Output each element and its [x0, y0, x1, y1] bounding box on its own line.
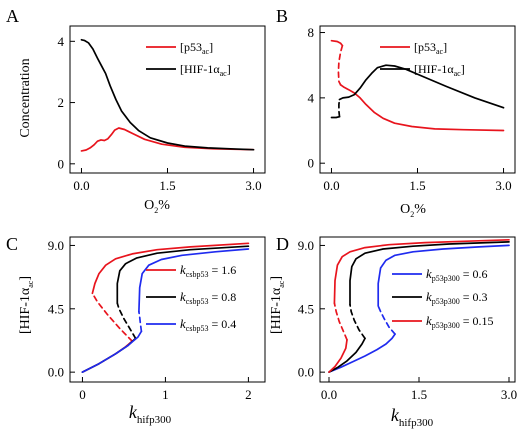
- series-1-solid-branch-2: [338, 64, 505, 109]
- panel-b-curves: [330, 39, 505, 132]
- panel-a: A 0.0 1.5 3.0 0 2 4 Concentration O2% [p53ac…: [6, 6, 266, 215]
- series-1-dashed-branch-1: [338, 98, 341, 118]
- series-0-solid-branch-2: [377, 244, 510, 307]
- panel-c-y-axis-label: [HIF-1αac]: [18, 276, 35, 334]
- legend-entry-csbp53-0.4: kcsbp53 = 0.4: [180, 316, 236, 333]
- x-tick-label: 1: [162, 387, 169, 402]
- series-2-dashed-branch-1: [138, 310, 143, 333]
- y-tick-label: 4: [58, 34, 65, 49]
- series-1-solid-branch-0: [80, 38, 255, 151]
- x-tick-label: 0: [79, 387, 86, 402]
- x-tick-label: 0.0: [323, 178, 339, 193]
- panel-b: B 0.0 1.5 3.0 0 4 8 O2% [p53ac] [HIF-1αac]: [276, 6, 516, 219]
- y-tick-label: 4.5: [48, 301, 64, 316]
- panel-b-label: B: [276, 6, 288, 26]
- y-tick-label: 4: [308, 90, 315, 105]
- panel-c-plot-frame: [69, 236, 266, 383]
- series-1-solid-branch-0: [81, 337, 137, 373]
- series-1-solid-branch-2: [116, 245, 250, 305]
- panel-a-y-ticks: 0 2 4: [58, 34, 75, 171]
- series-0-dashed-branch-1: [337, 44, 344, 86]
- legend-entry-hif: [HIF-1αac]: [180, 62, 231, 78]
- series-0-dashed-branch-1: [91, 292, 134, 343]
- legend-entry-p53p300-0.15: kp53p300 = 0.15: [426, 313, 494, 330]
- panel-a-y-axis-label: Concentration: [18, 58, 33, 137]
- y-tick-label: 0.0: [298, 365, 314, 380]
- x-tick-label: 1.5: [411, 387, 427, 402]
- series-0-solid-branch-0: [330, 39, 344, 47]
- legend-entry-p53: [p53ac]: [414, 40, 447, 56]
- series-0-dashed-branch-1: [377, 305, 396, 335]
- panel-c-label: C: [6, 234, 18, 254]
- series-2-solid-branch-0: [328, 338, 348, 373]
- y-tick-label: 4.5: [298, 301, 314, 316]
- panel-d-x-axis-label: khifp300: [391, 405, 434, 429]
- legend-entry-p53: [p53ac]: [180, 40, 213, 56]
- series-1-solid-branch-0: [330, 115, 341, 119]
- panel-b-y-ticks: 0 4 8: [308, 25, 325, 171]
- panel-a-label: A: [6, 6, 19, 26]
- panel-c-legend: kcsbp53 = 1.6 kcsbp53 = 0.8 kcsbp53 = 0.…: [146, 262, 236, 333]
- panel-d-label: D: [276, 234, 289, 254]
- x-tick-label: 2: [245, 387, 252, 402]
- x-tick-label: 0.0: [321, 387, 337, 402]
- y-tick-label: 9.0: [298, 238, 314, 253]
- series-1-solid-branch-0: [328, 337, 366, 373]
- x-tick-label: 1.5: [409, 178, 425, 193]
- panel-c-y-ticks: 0.0 4.5 9.0: [48, 238, 75, 380]
- x-tick-label: 0.0: [73, 178, 89, 193]
- panel-a-legend: [p53ac] [HIF-1αac]: [146, 40, 231, 78]
- panel-a-plot-frame: [69, 25, 266, 174]
- series-0-solid-branch-0: [328, 333, 396, 373]
- y-tick-label: 8: [308, 25, 315, 40]
- panel-d-x-ticks: 0.0 1.5 3.0: [321, 377, 517, 402]
- series-2-solid-branch-0: [81, 330, 143, 373]
- panel-c-x-ticks: 0 1 2: [79, 377, 252, 402]
- series-1-dashed-branch-1: [349, 303, 366, 340]
- panel-d-y-ticks: 0.0 4.5 9.0: [298, 238, 325, 380]
- panel-a-x-axis-label: O2%: [144, 198, 170, 215]
- legend-entry-csbp53-0.8: kcsbp53 = 0.8: [180, 289, 236, 306]
- panel-b-x-axis-label: O2%: [400, 202, 426, 219]
- y-tick-label: 9.0: [48, 238, 64, 253]
- y-tick-label: 0: [308, 156, 315, 171]
- panel-d-legend: kp53p300 = 0.6 kp53p300 = 0.3 kp53p300 =…: [392, 266, 494, 330]
- y-tick-label: 2: [58, 95, 65, 110]
- legend-entry-p53p300-0.6: kp53p300 = 0.6: [426, 266, 488, 283]
- panel-d: D 0.0 1.5 3.0 0.0 4.5 9.0 [HIF-1αac] khifp30…: [269, 234, 517, 429]
- panel-b-x-ticks: 0.0 1.5 3.0: [323, 168, 512, 193]
- series-2-dashed-branch-1: [333, 302, 348, 341]
- legend-entry-hif: [HIF-1αac]: [414, 62, 465, 78]
- series-0-solid-branch-2: [91, 242, 250, 295]
- series-1-dashed-branch-1: [116, 302, 137, 340]
- panel-c: C 0 1 2 0.0 4.5 9.0 [HIF-1αac] khifp300 kcsb…: [6, 234, 266, 426]
- x-tick-label: 3.0: [245, 178, 261, 193]
- legend-entry-p53p300-0.3: kp53p300 = 0.3: [426, 289, 488, 306]
- x-tick-label: 3.0: [501, 387, 517, 402]
- series-2-solid-branch-2: [138, 248, 250, 313]
- series-1-solid-branch-2: [349, 241, 510, 306]
- panel-d-y-axis-label: [HIF-1αac]: [269, 276, 286, 334]
- panel-d-curves: [328, 238, 510, 373]
- y-tick-label: 0: [58, 156, 65, 171]
- legend-entry-csbp53-1.6: kcsbp53 = 1.6: [180, 262, 236, 279]
- x-tick-label: 3.0: [495, 178, 511, 193]
- panel-b-legend: [p53ac] [HIF-1αac]: [380, 40, 465, 78]
- panel-d-plot-frame: [319, 236, 516, 383]
- panel-a-x-ticks: 0.0 1.5 3.0: [73, 168, 262, 193]
- panel-a-curves: [80, 38, 255, 152]
- x-tick-label: 1.5: [159, 178, 175, 193]
- series-2-solid-branch-2: [333, 238, 510, 305]
- series-0-solid-branch-0: [80, 127, 255, 152]
- panel-c-x-axis-label: khifp300: [129, 402, 172, 426]
- y-tick-label: 0.0: [48, 365, 64, 380]
- series-0-solid-branch-2: [339, 83, 505, 132]
- panel-c-curves: [81, 242, 250, 373]
